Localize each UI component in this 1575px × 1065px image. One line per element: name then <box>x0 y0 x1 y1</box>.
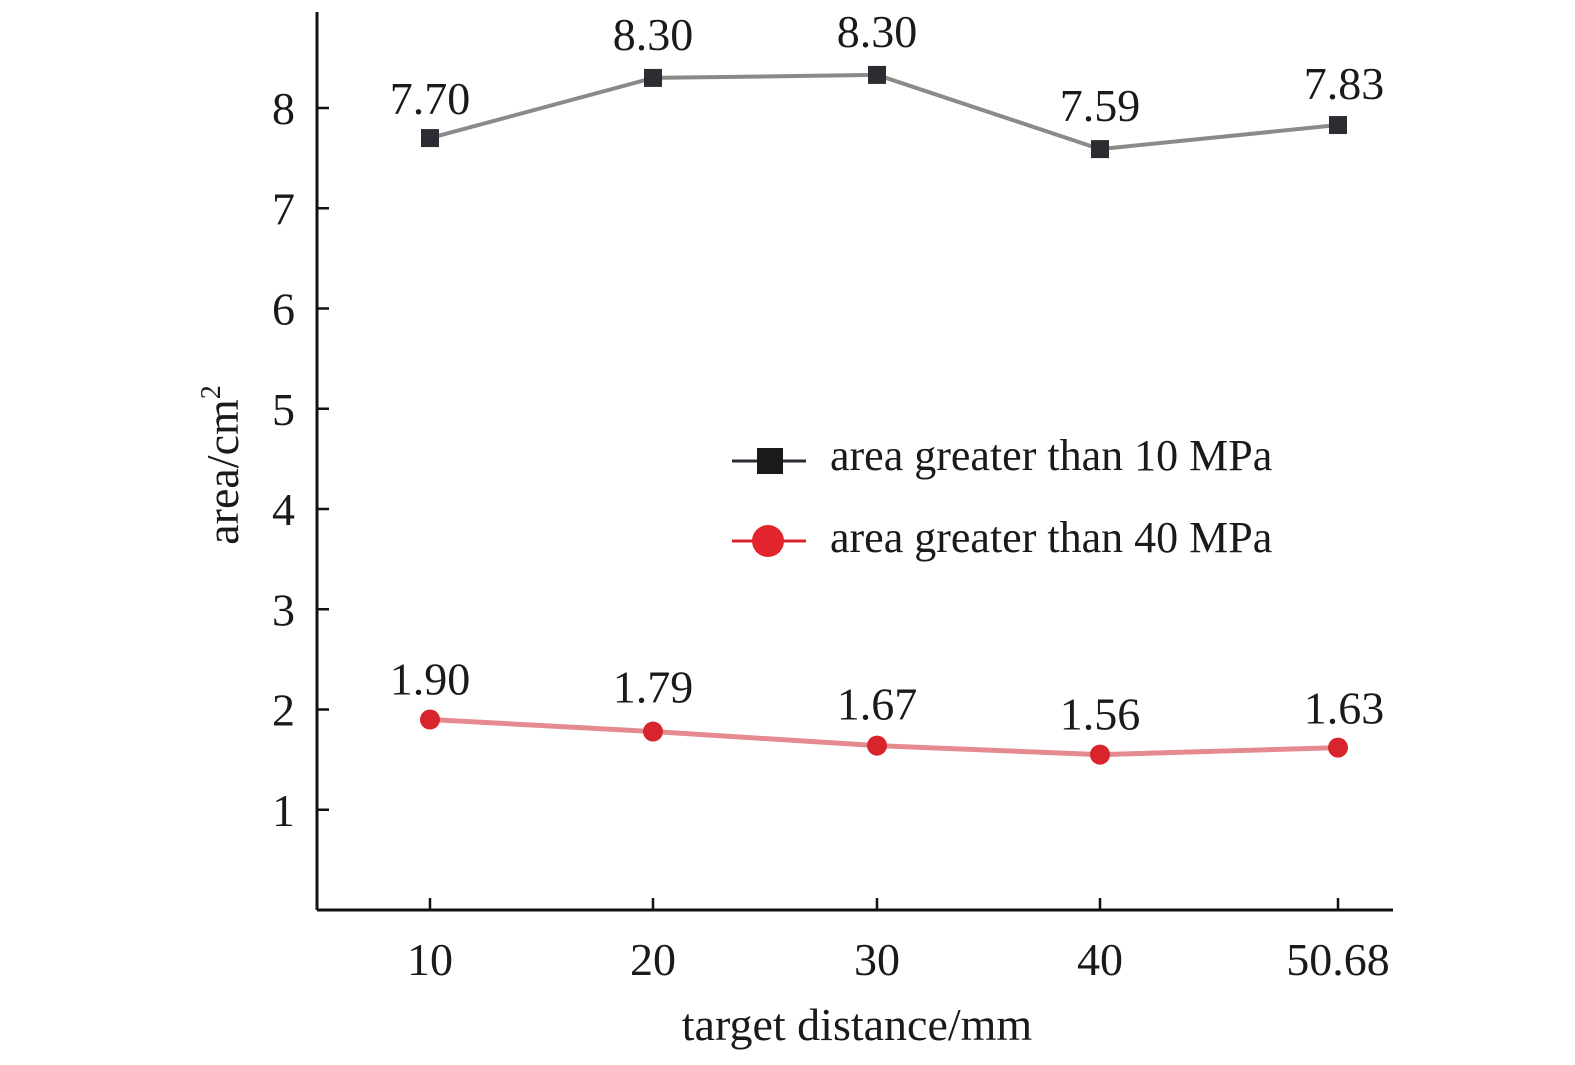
legend: area greater than 10 MPa area greater th… <box>732 431 1272 562</box>
series-1-point-4 <box>1328 737 1348 758</box>
x-tick-label-3: 40 <box>1077 934 1123 985</box>
y-tick-label-5: 5 <box>272 384 295 435</box>
series-1-point-3 <box>1090 744 1110 765</box>
series-1-data-label-1: 1.79 <box>613 662 694 713</box>
series-0-data-label-0: 7.70 <box>390 73 471 124</box>
series-1-point-0 <box>420 709 440 730</box>
series-0-data-label-4: 7.83 <box>1304 58 1385 109</box>
series-0-point-2 <box>868 65 886 84</box>
series-0-point-4 <box>1329 116 1347 135</box>
series-0-data-label-2: 8.30 <box>837 6 918 57</box>
series-0-data-label-3: 7.59 <box>1060 80 1141 131</box>
y-axis-label-text: area/cm <box>197 399 248 545</box>
legend-square-marker-icon <box>757 448 783 474</box>
series-0-point-1 <box>644 68 662 87</box>
series-1-point-2 <box>867 735 887 756</box>
series-0-point-0 <box>421 129 439 148</box>
y-axis-label: area/cm2 <box>196 385 248 545</box>
legend-label-40mpa: area greater than 40 MPa <box>830 513 1272 562</box>
legend-label-10mpa: area greater than 10 MPa <box>830 431 1272 480</box>
legend-circle-marker-icon <box>752 525 784 557</box>
y-tick-label-1: 1 <box>272 785 295 836</box>
y-tick-label-3: 3 <box>272 584 295 635</box>
series-0-data-label-1: 8.30 <box>613 9 694 60</box>
x-tick-label-1: 20 <box>630 934 676 985</box>
series-1-data-label-4: 1.63 <box>1304 683 1385 734</box>
series-1-data-label-0: 1.90 <box>390 654 471 705</box>
x-tick-label-2: 30 <box>854 934 900 985</box>
x-axis-label: target distance/mm <box>682 999 1033 1050</box>
y-tick-label-4: 4 <box>272 484 295 535</box>
y-tick-label-6: 6 <box>272 284 295 335</box>
series-1-data-label-3: 1.56 <box>1060 689 1141 740</box>
axes: 1 2 3 4 5 6 7 8 10 20 30 40 50.68 <box>272 12 1393 985</box>
x-tick-label-0: 10 <box>407 934 453 985</box>
y-tick-label-2: 2 <box>272 685 295 736</box>
legend-item-10mpa: area greater than 10 MPa <box>732 431 1272 480</box>
x-tick-label-4: 50.68 <box>1286 934 1390 985</box>
data-labels-layer: 7.70 8.30 8.30 7.59 7.83 1.90 1.79 1.67 1.56 1.63 <box>390 6 1385 740</box>
series-layer <box>420 65 1348 765</box>
y-axis-label-superscript: 2 <box>196 385 227 399</box>
series-1-point-1 <box>643 721 663 742</box>
series-0-point-3 <box>1091 140 1109 159</box>
series-1-data-label-2: 1.67 <box>837 679 918 730</box>
legend-item-40mpa: area greater than 40 MPa <box>732 513 1272 562</box>
y-tick-label-7: 7 <box>272 183 295 234</box>
y-tick-label-8: 8 <box>272 83 295 134</box>
series-line-0 <box>429 72 1339 152</box>
